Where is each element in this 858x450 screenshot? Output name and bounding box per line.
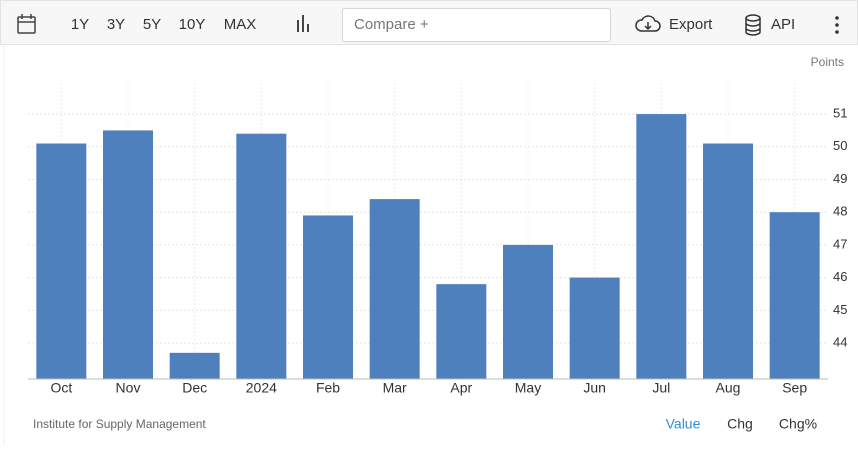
source: Institute for Supply Management: [33, 417, 206, 431]
api-button[interactable]: API: [771, 16, 795, 33]
bar: [436, 284, 487, 379]
bar: [636, 114, 687, 379]
bar: [503, 244, 553, 379]
y-tick-label: 46: [833, 269, 847, 284]
bar: [236, 133, 287, 379]
footer-tab[interactable]: Value: [666, 416, 701, 432]
footer-tab[interactable]: Chg: [727, 416, 753, 432]
bar: [36, 143, 87, 379]
bar: [369, 199, 420, 379]
y-tick-label: 50: [833, 138, 847, 153]
y-tick-label: 44: [833, 334, 847, 349]
bar: [769, 212, 820, 379]
menu-icon[interactable]: [835, 16, 839, 34]
export-icon[interactable]: [635, 15, 661, 32]
bar: [703, 143, 753, 379]
bar: [303, 215, 353, 379]
y-tick-label: 47: [833, 236, 847, 251]
range-button[interactable]: 3Y: [107, 16, 125, 33]
x-tick-label: May: [515, 380, 541, 396]
footer-tab[interactable]: Chg%: [779, 416, 817, 432]
x-tick-label: Mar: [383, 380, 407, 396]
range-button[interactable]: 10Y: [179, 16, 206, 33]
x-tick-label: Nov: [116, 380, 141, 396]
y-tick-label: 49: [833, 171, 847, 186]
x-tick-label: Jun: [583, 380, 606, 396]
compare-placeholder[interactable]: Compare +: [354, 16, 429, 33]
bar: [169, 352, 220, 379]
x-tick-label: Oct: [50, 380, 72, 396]
chart-type-icon[interactable]: [297, 15, 309, 32]
calendar-icon[interactable]: [17, 14, 36, 34]
range-button[interactable]: MAX: [224, 16, 257, 33]
range-button[interactable]: 5Y: [143, 16, 161, 33]
y-tick-label: 45: [833, 302, 847, 317]
x-tick-label: Apr: [450, 380, 472, 396]
x-tick-label: Jul: [652, 380, 670, 396]
bar: [103, 130, 153, 379]
range-button[interactable]: 1Y: [71, 16, 89, 33]
x-tick-label: Sep: [782, 380, 807, 396]
unit-label: Points: [811, 55, 844, 69]
y-tick-label: 51: [833, 106, 847, 121]
compare-input[interactable]: [342, 8, 611, 42]
x-tick-label: 2024: [246, 380, 277, 396]
api-icon[interactable]: [745, 14, 761, 36]
bar: [569, 277, 620, 379]
x-tick-label: Dec: [182, 380, 207, 396]
export-button[interactable]: Export: [669, 16, 713, 33]
x-tick-label: Feb: [316, 380, 340, 396]
x-tick-label: Aug: [716, 380, 741, 396]
y-tick-label: 48: [833, 204, 847, 219]
